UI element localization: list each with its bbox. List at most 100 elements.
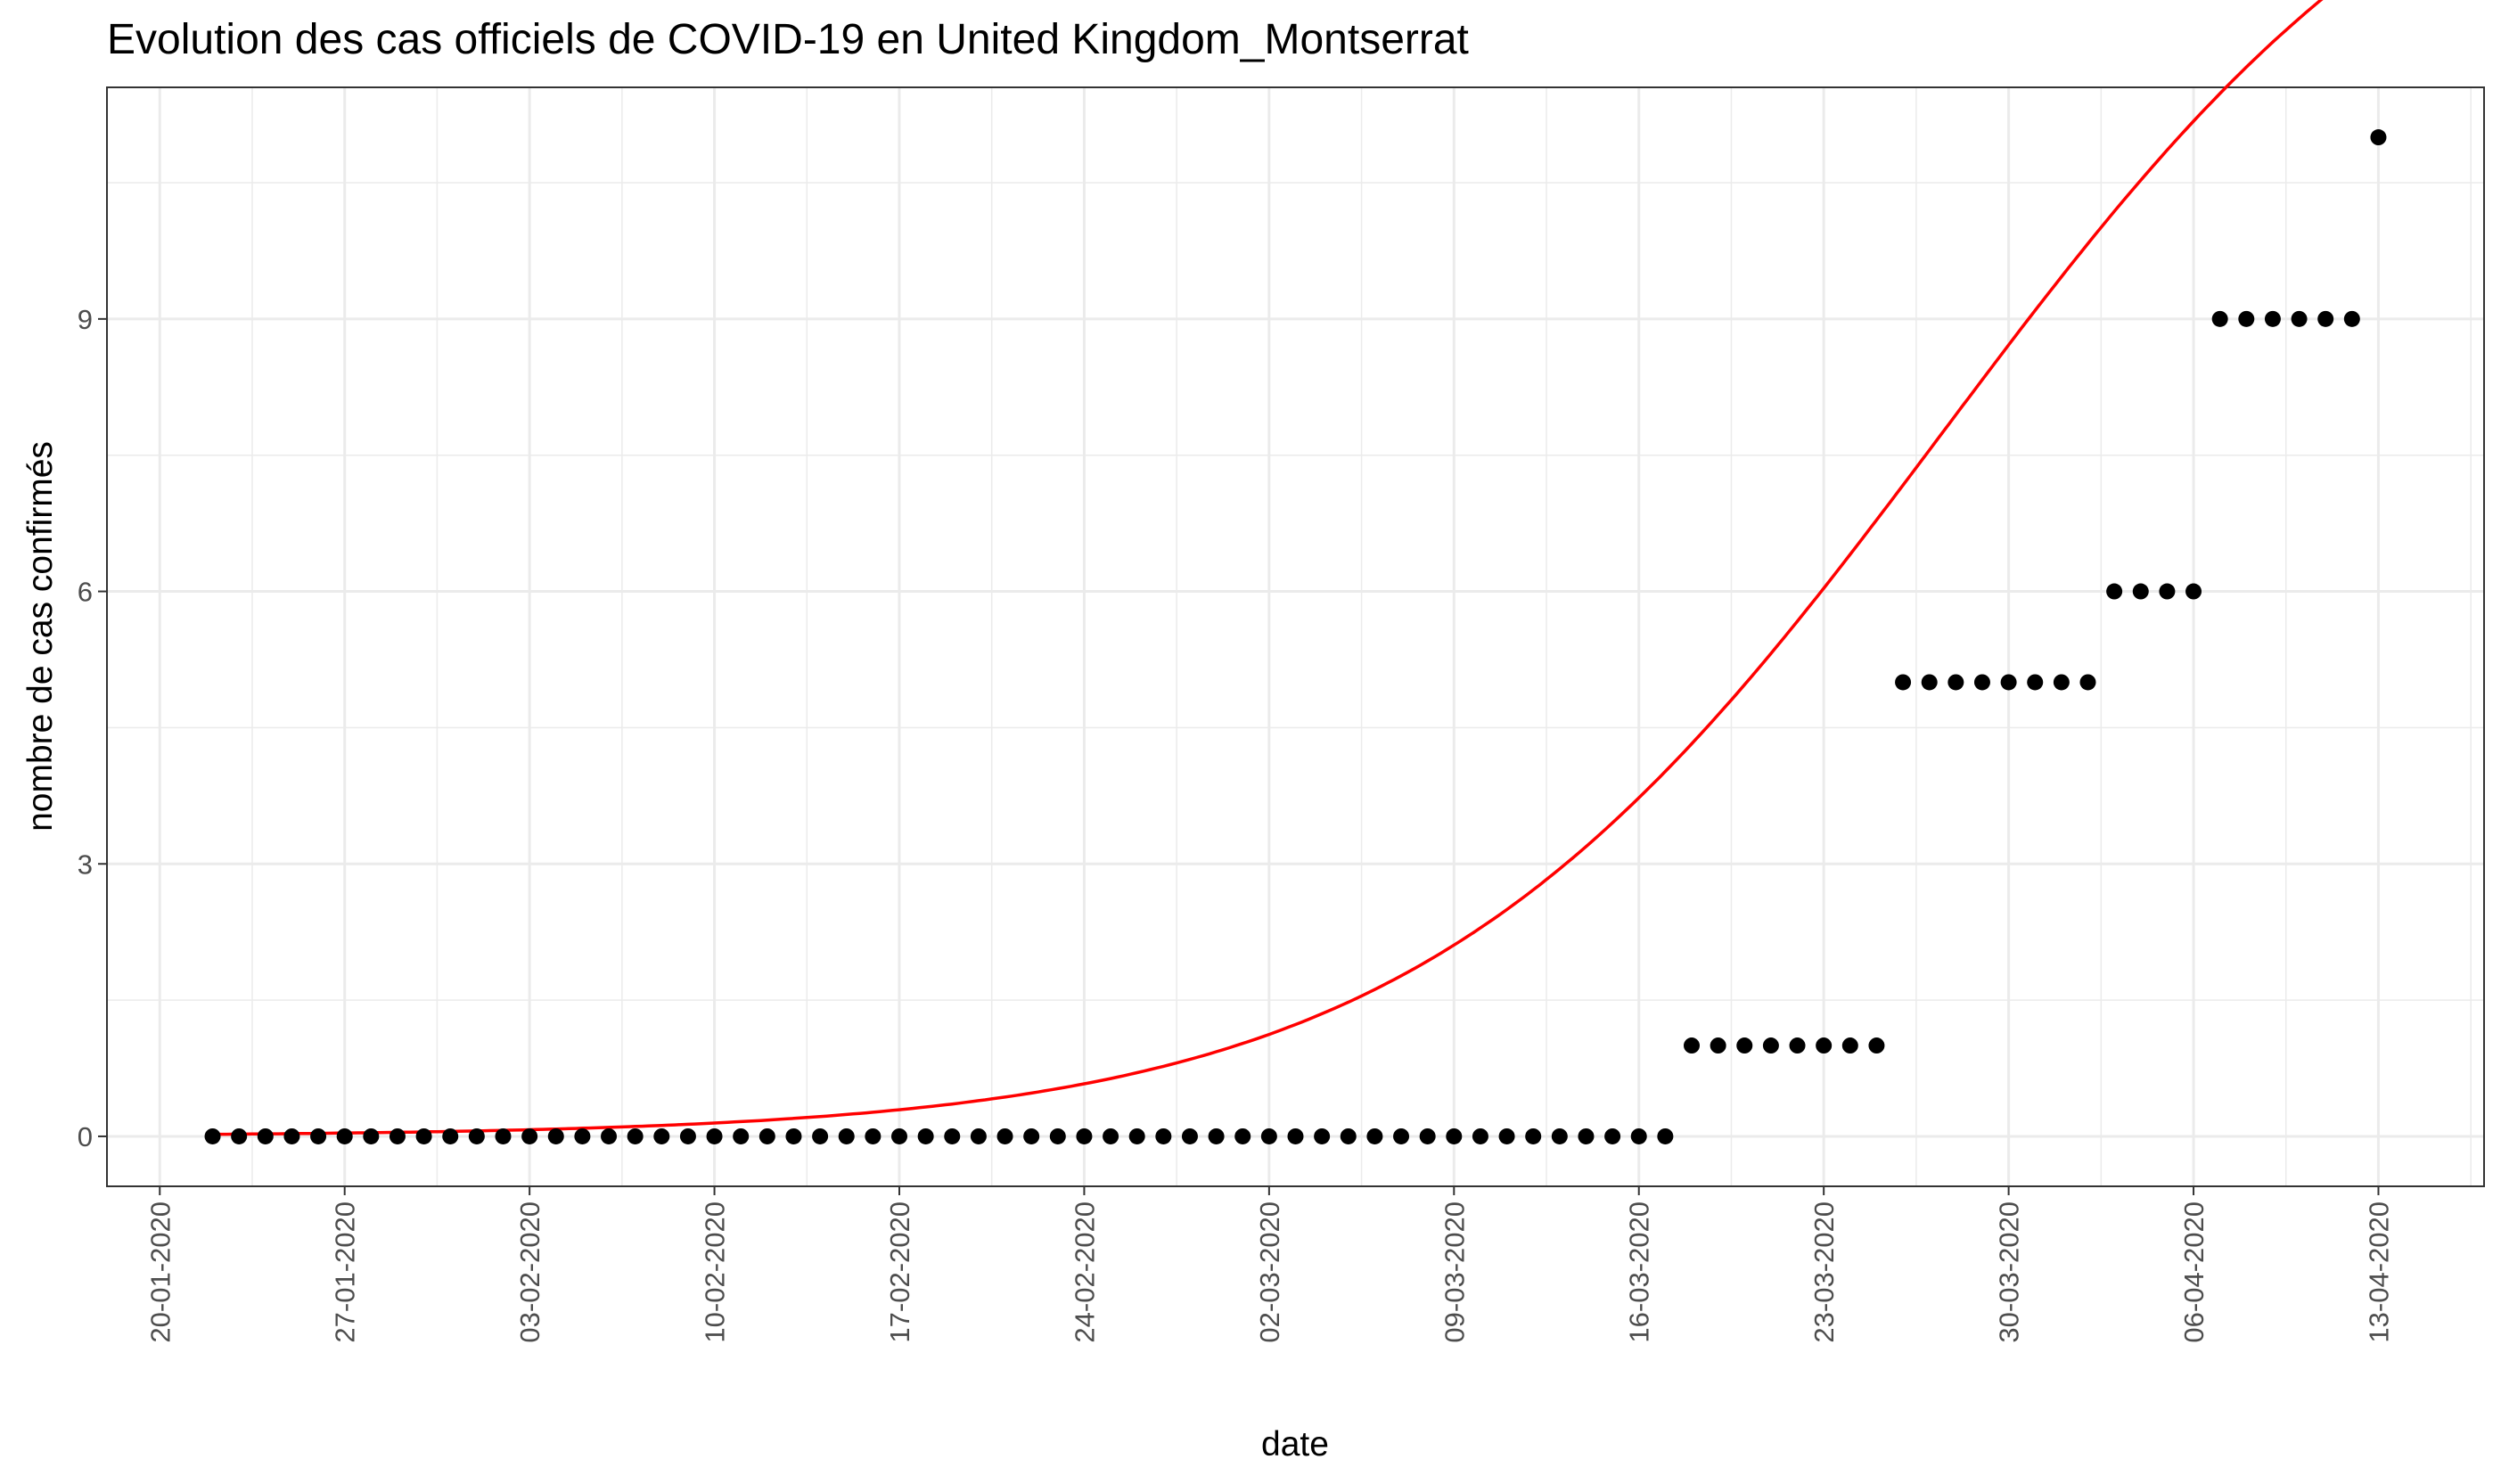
data-point	[2211, 310, 2228, 327]
data-point	[1578, 1127, 1595, 1144]
data-point	[1023, 1127, 1040, 1144]
data-point	[1973, 674, 1990, 691]
grid	[107, 87, 2484, 1186]
data-point	[1841, 1037, 1858, 1054]
data-point	[1287, 1127, 1304, 1144]
data-point	[2343, 310, 2360, 327]
data-point	[653, 1127, 670, 1144]
data-point	[1789, 1037, 1806, 1054]
data-point	[1868, 1037, 1885, 1054]
data-point	[2027, 674, 2044, 691]
data-point	[283, 1127, 300, 1144]
data-point	[521, 1127, 538, 1144]
data-point	[758, 1127, 775, 1144]
data-point	[1366, 1127, 1383, 1144]
data-point	[310, 1127, 327, 1144]
data-point	[389, 1127, 406, 1144]
x-axis: 20-01-2020 27-01-2020 03-02-2020 10-02-2020…	[144, 1186, 2394, 1343]
data-point	[733, 1127, 750, 1144]
data-point	[1128, 1127, 1145, 1144]
data-point	[1604, 1127, 1621, 1144]
data-point	[2238, 310, 2255, 327]
data-point	[2317, 310, 2334, 327]
data-point	[2370, 129, 2387, 146]
x-tick-label: 02-03-2020	[1254, 1201, 1285, 1343]
data-point	[1816, 1037, 1833, 1054]
data-point	[812, 1127, 829, 1144]
data-point	[1076, 1127, 1093, 1144]
data-point	[1155, 1127, 1172, 1144]
data-point	[627, 1127, 644, 1144]
data-point	[1393, 1127, 1410, 1144]
x-tick-label: 10-02-2020	[700, 1201, 731, 1343]
data-point	[1895, 674, 1912, 691]
data-point	[1525, 1127, 1542, 1144]
data-point	[2106, 583, 2123, 600]
data-point	[1103, 1127, 1119, 1144]
data-point	[204, 1127, 221, 1144]
data-point	[865, 1127, 882, 1144]
data-point	[1314, 1127, 1331, 1144]
data-point	[1208, 1127, 1225, 1144]
data-point	[838, 1127, 855, 1144]
x-tick-label: 23-03-2020	[1808, 1201, 1840, 1343]
data-point	[1260, 1127, 1277, 1144]
data-point	[679, 1127, 696, 1144]
data-point	[1234, 1127, 1251, 1144]
data-point	[2264, 310, 2281, 327]
data-point	[1446, 1127, 1463, 1144]
x-tick-label: 27-01-2020	[330, 1201, 361, 1343]
data-point	[601, 1127, 618, 1144]
x-tick-label: 03-02-2020	[514, 1201, 545, 1343]
data-point	[1630, 1127, 1647, 1144]
y-tick-label: 0	[78, 1121, 93, 1152]
data-point	[996, 1127, 1013, 1144]
data-point	[1340, 1127, 1357, 1144]
data-point	[1948, 674, 1964, 691]
data-point	[2291, 310, 2308, 327]
data-point	[495, 1127, 512, 1144]
data-point	[442, 1127, 459, 1144]
data-point	[1657, 1127, 1674, 1144]
data-point	[231, 1127, 248, 1144]
fit-line	[212, 0, 2324, 1136]
x-tick-label: 20-01-2020	[144, 1201, 176, 1343]
y-tick-label: 9	[78, 304, 93, 335]
x-tick-label: 17-02-2020	[884, 1201, 915, 1343]
data-point	[1684, 1037, 1700, 1054]
data-point	[574, 1127, 591, 1144]
data-point	[415, 1127, 432, 1144]
data-point	[2053, 674, 2070, 691]
data-point	[944, 1127, 961, 1144]
x-axis-title: date	[1261, 1425, 1329, 1464]
data-point	[2079, 674, 2096, 691]
data-point	[1498, 1127, 1515, 1144]
data-point	[363, 1127, 380, 1144]
data-point	[1551, 1127, 1568, 1144]
data-point	[970, 1127, 987, 1144]
data-point	[2185, 583, 2202, 600]
data-point	[1049, 1127, 1066, 1144]
x-tick-label: 30-03-2020	[1994, 1201, 2025, 1343]
data-point	[1736, 1037, 1753, 1054]
x-tick-label: 24-02-2020	[1069, 1201, 1100, 1343]
x-tick-label: 06-04-2020	[2178, 1201, 2210, 1343]
data-point	[1710, 1037, 1726, 1054]
data-point	[1181, 1127, 1198, 1144]
data-point	[2159, 583, 2176, 600]
data-point	[547, 1127, 564, 1144]
y-axis-title: nombre de cas confirmés	[21, 441, 60, 832]
data-point	[1762, 1037, 1779, 1054]
chart-title: Evolution des cas officiels de COVID-19 …	[107, 16, 1469, 63]
x-tick-label: 13-04-2020	[2363, 1201, 2394, 1343]
data-points	[204, 129, 2387, 1144]
y-tick-label: 6	[78, 577, 93, 608]
data-point	[468, 1127, 485, 1144]
x-tick-label: 16-03-2020	[1624, 1201, 1655, 1343]
plot-panel	[106, 86, 2485, 1187]
data-point	[1472, 1127, 1488, 1144]
data-point	[2132, 583, 2149, 600]
y-axis: 0 3 6 9	[78, 304, 107, 1152]
data-point	[257, 1127, 274, 1144]
